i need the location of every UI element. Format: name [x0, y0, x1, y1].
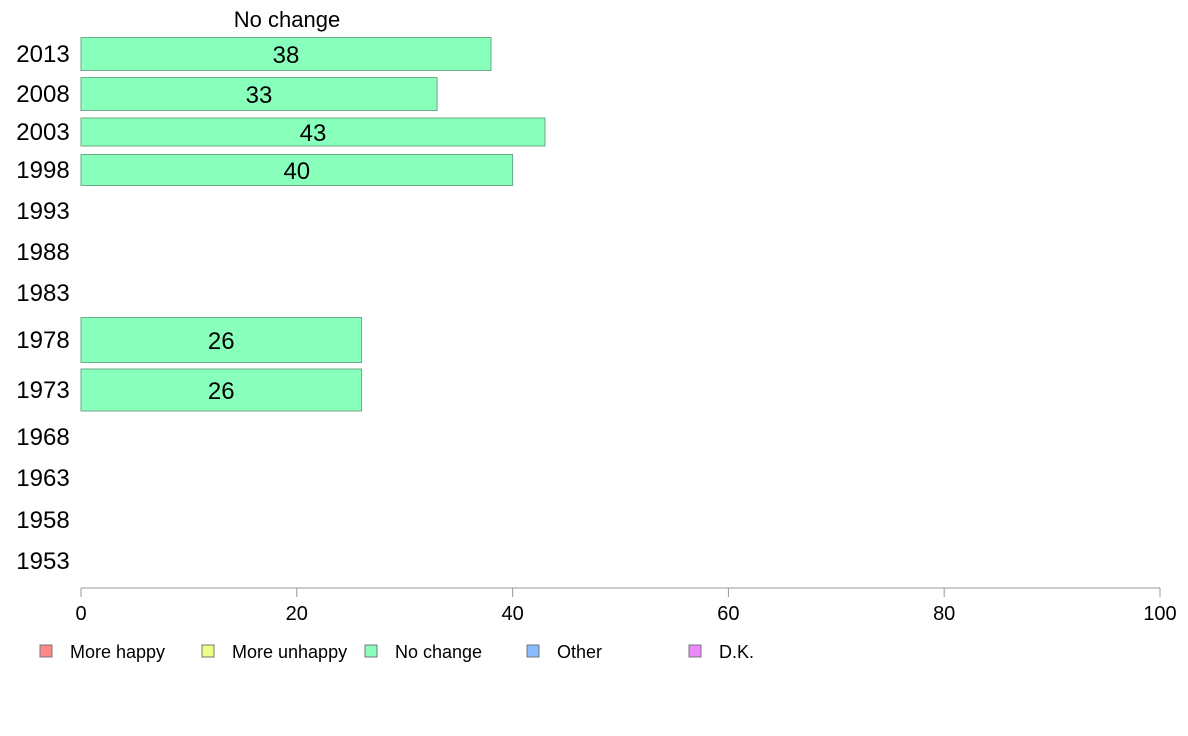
- x-axis-ticks: 0 20 40 60 80 100: [75, 588, 1177, 625]
- category-label-1973: 1973: [16, 377, 69, 404]
- legend: More happy More unhappy No change Other D.K.: [39, 642, 754, 662]
- category-label-2013: 2013: [16, 41, 69, 68]
- legend-swatch-other: [526, 644, 540, 658]
- bar-value-label-1998: 40: [283, 158, 310, 185]
- category-label-1998: 1998: [16, 157, 69, 184]
- bar-value-label-2013: 38: [273, 42, 300, 69]
- category-label-1958: 1958: [16, 507, 69, 534]
- legend-swatch-d-k: [688, 644, 702, 658]
- bar-1978: [80, 317, 363, 363]
- x-tick-label-60: 60: [717, 603, 739, 625]
- legend-swatch-more-unhappy: [201, 644, 215, 658]
- category-labels: 2013 2008 2003 1998 1993 1988 1983 1978 1973 1968…: [16, 41, 69, 575]
- bar-2008: [80, 77, 438, 111]
- bar-value-label-1978: 26: [208, 328, 235, 355]
- bar-value-label-1973: 26: [208, 378, 235, 405]
- x-tick-label-40: 40: [501, 603, 523, 625]
- category-label-2003: 2003: [16, 119, 69, 146]
- bar-value-label-2008: 33: [246, 82, 273, 109]
- legend-label-other: Other: [557, 642, 602, 662]
- bar-value-label-2003: 43: [300, 120, 327, 147]
- bar-2013: [80, 37, 492, 71]
- legend-label-d-k: D.K.: [719, 642, 754, 662]
- chart-title: No change: [234, 7, 340, 32]
- category-label-1993: 1993: [16, 198, 69, 225]
- legend-label-more-happy: More happy: [70, 642, 165, 662]
- legend-label-no-change: No change: [395, 642, 482, 662]
- category-label-1988: 1988: [16, 239, 69, 266]
- bar-2003: [80, 117, 546, 147]
- bar-1998: [80, 154, 514, 186]
- x-tick-label-100: 100: [1143, 603, 1176, 625]
- legend-swatch-no-change: [364, 644, 378, 658]
- x-tick-label-80: 80: [933, 603, 955, 625]
- legend-swatch-more-happy: [39, 644, 53, 658]
- x-tick-label-0: 0: [75, 603, 86, 625]
- category-label-1978: 1978: [16, 327, 69, 354]
- legend-label-more-unhappy: More unhappy: [232, 642, 347, 662]
- category-label-1983: 1983: [16, 280, 69, 307]
- bar-1973: [80, 368, 363, 412]
- category-label-1963: 1963: [16, 465, 69, 492]
- category-label-2008: 2008: [16, 81, 69, 108]
- x-tick-label-20: 20: [286, 603, 308, 625]
- category-label-1968: 1968: [16, 424, 69, 451]
- category-label-1953: 1953: [16, 548, 69, 575]
